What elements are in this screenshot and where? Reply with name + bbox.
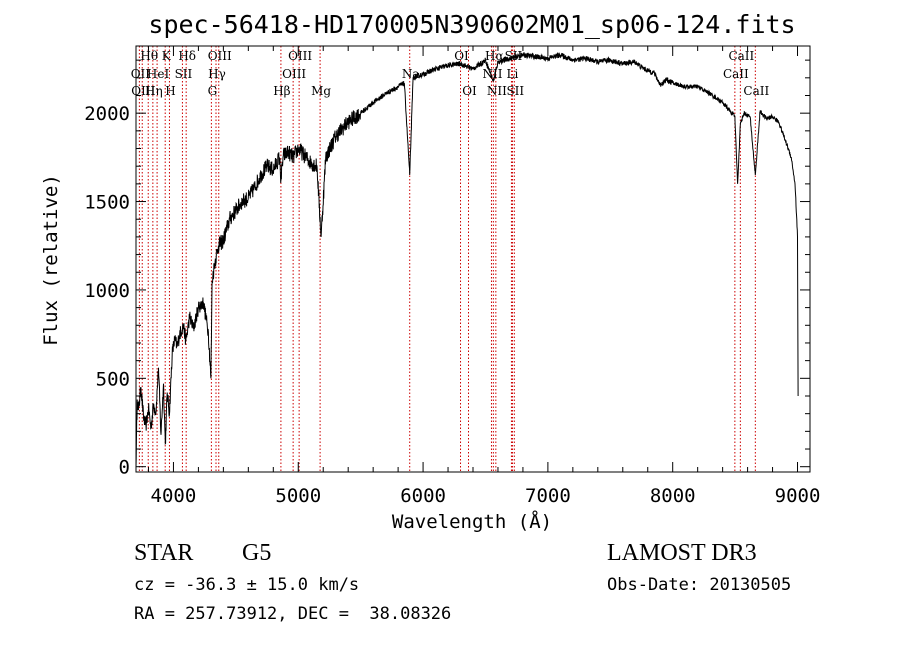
reference-line-label-3: Hη — [145, 84, 163, 98]
reference-line-label-6: H — [165, 84, 175, 98]
reference-line-label-10: Hγ — [208, 67, 226, 81]
reference-line-label-12: Hβ — [273, 84, 290, 98]
y-tick-label-0: 0 — [119, 457, 130, 479]
reference-line-label-20: Hα — [485, 49, 504, 63]
reference-line-label-8: Hδ — [178, 49, 196, 63]
reference-line-label-7: SII — [175, 67, 193, 81]
reference-line-label-1: OIII — [131, 84, 155, 98]
reference-line-label-19: NII — [482, 67, 502, 81]
reference-line-label-15: Mg — [311, 84, 331, 98]
chart-title: spec-56418-HD170005N390602M01_sp06-124.f… — [148, 10, 795, 39]
y-axis-label: Flux (relative) — [40, 174, 62, 346]
reference-line-label-21: NII — [487, 84, 507, 98]
reference-line-label-5: K — [162, 49, 172, 63]
x-axis-label: Wavelength (Å) — [392, 510, 552, 533]
reference-line-labels: OIIOIIIHθHηHeIKHSIIHδGHγOIIIHβOIIIOIIIMg… — [131, 49, 770, 98]
y-tick-label-4: 2000 — [84, 103, 130, 125]
reference-line-label-13: OIII — [282, 67, 306, 81]
survey-name: LAMOST DR3 — [607, 540, 757, 566]
reference-line-label-9: G — [208, 84, 218, 98]
reference-line-label-22: Li — [507, 67, 519, 81]
plot-frame — [135, 45, 811, 473]
object-class: STAR — [134, 540, 194, 566]
y-axis-ticks: 0 500 1000 1500 2000 — [84, 59, 810, 479]
reference-line-label-25: CaII — [723, 67, 749, 81]
x-tick-label-5: 9000 — [775, 485, 821, 507]
observation-date: Obs-Date: 20130505 — [607, 575, 792, 595]
reference-line-label-24: SII — [506, 84, 524, 98]
x-tick-label-0: 4000 — [151, 485, 197, 507]
x-tick-label-1: 5000 — [275, 485, 321, 507]
reference-line-label-2: Hθ — [140, 49, 158, 63]
reference-line-label-27: CaII — [743, 84, 769, 98]
reference-line-label-18: OI — [462, 84, 477, 98]
x-axis-ticks: 4000 5000 6000 7000 8000 9000 — [147, 46, 821, 507]
y-tick-label-2: 1000 — [84, 280, 130, 302]
x-tick-label-3: 7000 — [525, 485, 571, 507]
reference-line-label-11: OIII — [208, 49, 232, 63]
coordinates: RA = 257.73912, DEC = 38.08326 — [134, 604, 452, 624]
redshift-velocity: cz = -36.3 ± 15.0 km/s — [134, 575, 360, 595]
object-subclass: G5 — [242, 540, 272, 566]
y-tick-label-3: 1500 — [84, 192, 130, 214]
x-tick-label-4: 8000 — [650, 485, 696, 507]
reference-lines — [138, 46, 756, 472]
reference-line-label-4: HeI — [147, 67, 170, 81]
spectrum-line — [135, 52, 799, 467]
x-tick-label-2: 6000 — [400, 485, 446, 507]
reference-line-label-26: CaII — [728, 49, 754, 63]
reference-line-label-14: OIII — [288, 49, 312, 63]
reference-line-label-17: OI — [454, 49, 469, 63]
y-tick-label-1: 500 — [96, 368, 130, 390]
